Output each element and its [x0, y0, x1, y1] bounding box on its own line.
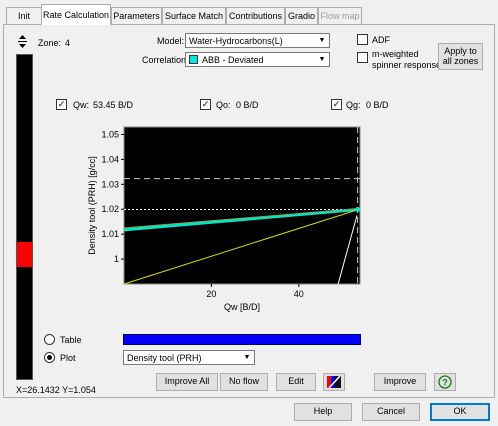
question-mark-icon: ?: [438, 375, 452, 389]
series-line-4: [337, 215, 358, 285]
chevron-down-icon: ▼: [318, 56, 326, 63]
tab-contributions-label: Contributions: [228, 11, 283, 21]
series-line-2: [123, 208, 358, 229]
qo-value: 0 B/D: [236, 100, 259, 110]
edit-button[interactable]: Edit: [276, 373, 316, 391]
m-weighted-checkbox[interactable]: [357, 52, 368, 63]
qg-value: 0 B/D: [366, 100, 389, 110]
model-select[interactable]: Water-Hydrocarbons(L) ▼: [185, 33, 330, 48]
m-weighted-label-line2: spinner response: [372, 60, 442, 70]
cancel-button[interactable]: Cancel: [362, 403, 420, 421]
tab-parameters[interactable]: Parameters: [111, 7, 162, 24]
apply-to-all-zones-line1: Apply to: [444, 45, 477, 56]
color-edit-button[interactable]: [323, 373, 345, 391]
y-tick-label: 1.01: [101, 229, 119, 239]
adf-label: ADF: [372, 35, 390, 45]
chevron-down-icon: ▼: [243, 354, 251, 361]
improve-button[interactable]: Improve: [374, 373, 426, 391]
correlation-select-value: ABB - Deviated: [202, 54, 264, 65]
help-question-button[interactable]: ?: [434, 373, 456, 391]
tab-init-label: Init: [17, 11, 30, 21]
qw-value: 53.45 B/D: [93, 100, 134, 110]
qw-checkbox[interactable]: ✓: [56, 99, 67, 110]
plot-variable-value: Density tool (PRH): [127, 352, 202, 363]
adf-checkbox[interactable]: [357, 34, 368, 45]
tab-surface-match[interactable]: Surface Match: [162, 7, 226, 24]
model-label: Model:: [157, 36, 185, 46]
x-axis-label: Qw [B/D]: [224, 302, 260, 312]
plot-radio[interactable]: [44, 352, 55, 363]
qg-checkbox[interactable]: ✓: [331, 99, 342, 110]
tab-rate-calculation[interactable]: Rate Calculation: [41, 4, 111, 25]
m-weighted-label-line1: m-weighted: [372, 49, 419, 59]
y-tick-label: 1.02: [101, 204, 119, 214]
y-tick-label: 1.03: [101, 179, 119, 189]
zone-label: Zone:: [38, 38, 62, 48]
svg-text:?: ?: [442, 378, 448, 388]
tab-rate-calculation-label: Rate Calculation: [42, 10, 110, 20]
correlation-select[interactable]: ABB - Deviated ▼: [185, 52, 330, 67]
ok-button[interactable]: OK: [430, 403, 490, 421]
color-palette-icon: [327, 376, 341, 388]
apply-to-all-zones-button[interactable]: Apply to all zones: [438, 43, 483, 70]
zone-value: 4: [65, 38, 71, 48]
ok-button-label: OK: [453, 406, 467, 417]
tab-gradio[interactable]: Gradio: [285, 7, 318, 24]
y-tick-label: 1: [114, 254, 119, 264]
correlation-label: Correlation: [142, 55, 187, 65]
series-line-3: [123, 209, 358, 285]
no-flow-button-label: No flow: [228, 376, 259, 387]
plot-variable-select[interactable]: Density tool (PRH) ▼: [123, 350, 255, 365]
tab-contributions[interactable]: Contributions: [226, 7, 285, 24]
current-rate-marker: [355, 206, 361, 212]
x-tick-label: 40: [294, 289, 304, 299]
tab-parameters-label: Parameters: [113, 11, 160, 21]
apply-to-all-zones-line2: all zones: [442, 55, 479, 66]
tab-gradio-label: Gradio: [287, 11, 315, 21]
qw-label: Qw:: [73, 100, 90, 110]
depth-track[interactable]: [16, 54, 33, 380]
help-button-label: Help: [313, 406, 333, 417]
tab-flow-map-label: Flow map: [320, 11, 360, 21]
model-select-value: Water-Hydrocarbons(L): [189, 35, 283, 46]
qo-checkbox[interactable]: ✓: [200, 99, 211, 110]
tab-surface-match-label: Surface Match: [164, 11, 224, 21]
x-tick-label: 20: [206, 289, 216, 299]
spinner-arrows-icon[interactable]: [16, 34, 29, 49]
plot-area[interactable]: [123, 126, 361, 285]
plot-radio-label: Plot: [60, 353, 76, 363]
improve-all-button[interactable]: Improve All: [156, 373, 218, 391]
improve-all-button-label: Improve All: [164, 376, 210, 387]
no-flow-button[interactable]: No flow: [220, 373, 268, 391]
improve-button-label: Improve: [383, 376, 417, 387]
edit-button-label: Edit: [288, 376, 304, 387]
y-tick-label: 1.05: [101, 129, 119, 139]
y-tick-label: 1.04: [101, 154, 119, 164]
depth-track-zone-marker: [17, 242, 32, 267]
table-radio-label: Table: [60, 335, 82, 345]
help-button[interactable]: Help: [294, 403, 352, 421]
qg-label: Qg:: [346, 100, 361, 110]
density-vs-qw-chart[interactable]: 1 1.01 1.02 1.03 1.04 1.05 20 40 Qw [B/D] Density…: [84, 117, 374, 317]
table-radio[interactable]: [44, 334, 55, 345]
tab-init[interactable]: Init: [6, 7, 42, 24]
chevron-down-icon: ▼: [318, 37, 326, 44]
zone-spinner[interactable]: [16, 34, 29, 49]
table-bar: [123, 334, 361, 345]
cursor-coordinates-readout: X=26.1432 Y=1.054: [16, 385, 96, 395]
y-axis-label: Density tool (PRH) [g/cc]: [87, 156, 97, 255]
tab-flow-map[interactable]: Flow map: [318, 7, 362, 24]
series-line-1: [123, 207, 358, 232]
qo-label: Qo:: [216, 100, 231, 110]
cancel-button-label: Cancel: [376, 406, 405, 417]
correlation-swatch: [189, 55, 198, 64]
